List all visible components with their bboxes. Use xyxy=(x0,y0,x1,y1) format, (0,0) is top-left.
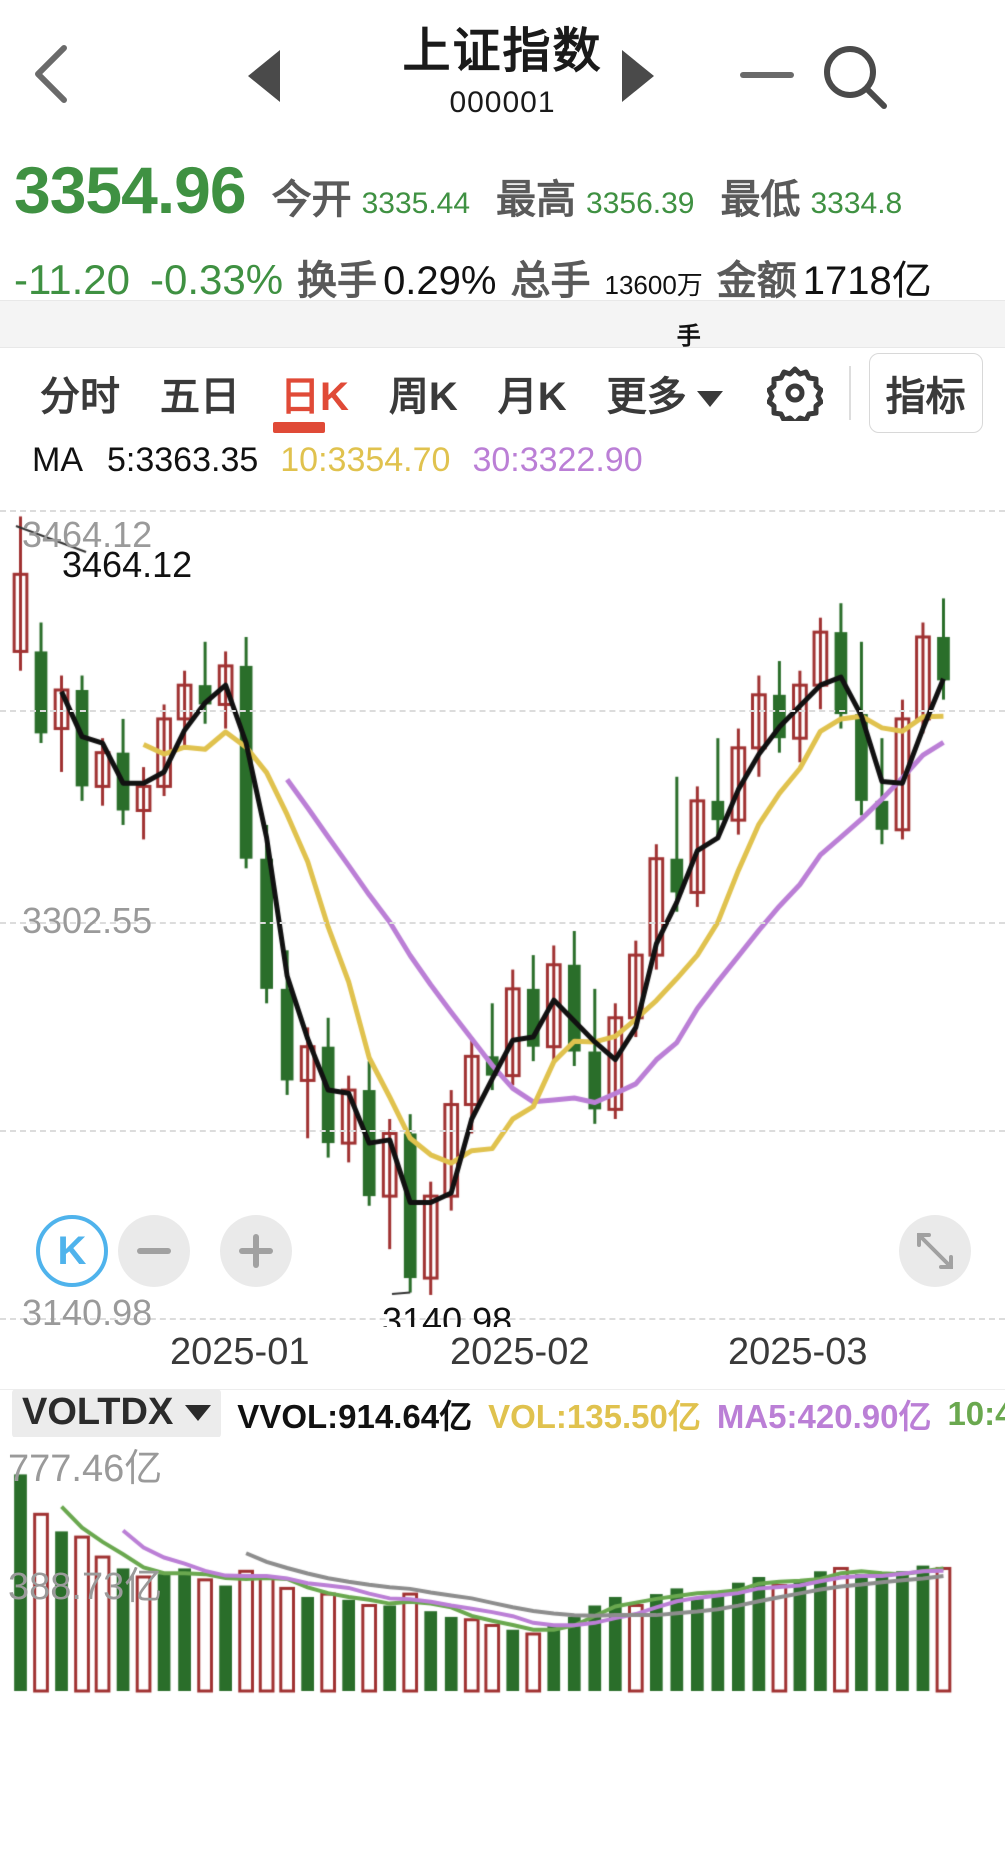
minus-icon[interactable] xyxy=(740,72,794,78)
previous-stock-button[interactable] xyxy=(248,50,296,102)
amount-value: 1718亿 xyxy=(802,259,932,303)
price-change: -11.20 xyxy=(14,256,130,303)
candlestick-canvas[interactable] xyxy=(0,482,1005,1327)
tab-wuri[interactable]: 五日 xyxy=(160,375,240,419)
search-icon xyxy=(824,46,887,109)
triangle-left-icon xyxy=(248,50,280,102)
chevron-left-icon xyxy=(35,45,67,103)
gridline-top xyxy=(0,510,1005,512)
low-callout: 3140.98 xyxy=(382,1300,513,1327)
ma-legend-key: MA xyxy=(32,440,83,479)
quote-panel: 3354.96 今开 3335.44 最高 3356.39 最低 3334.8 … xyxy=(0,148,1005,350)
chevron-down-icon xyxy=(185,1404,212,1421)
ma10-value: 10:3354.70 xyxy=(280,440,451,479)
tab-more[interactable]: 更多 xyxy=(607,364,723,422)
voltdx-name: VOLTDX xyxy=(22,1391,174,1433)
gridline-mid xyxy=(0,922,1005,924)
gear-icon xyxy=(766,366,823,421)
toolbar-divider xyxy=(848,366,851,420)
zoom-out-button[interactable] xyxy=(118,1215,190,1287)
voltdx-selector[interactable]: VOLTDX xyxy=(12,1389,222,1438)
triangle-right-icon xyxy=(622,50,654,102)
tab-weekly-k[interactable]: 周K xyxy=(388,375,458,419)
date-label-3: 2025-03 xyxy=(728,1331,868,1373)
tab-monthly-k[interactable]: 月K xyxy=(497,375,567,419)
settings-button[interactable] xyxy=(766,365,823,421)
low-label: 最低 xyxy=(720,178,801,222)
y-axis-label-top: 3464.12 xyxy=(22,514,153,555)
ma30-value: 30:3322.90 xyxy=(472,440,643,479)
volume-axis-bottom: 388.73亿 xyxy=(8,1566,163,1608)
high-value: 3356.39 xyxy=(586,187,695,220)
volume-label: 总手 xyxy=(510,259,591,303)
gridline-4 xyxy=(0,1130,1005,1132)
chevron-down-icon xyxy=(696,391,723,408)
search-button[interactable] xyxy=(820,42,888,110)
k-toggle-button[interactable]: K xyxy=(36,1215,108,1287)
y-axis-label-mid: 3302.55 xyxy=(22,900,153,941)
page-title: 上证指数 xyxy=(402,25,603,78)
zoom-out-icon xyxy=(137,1248,171,1254)
volume-chart[interactable]: 777.46亿 388.73亿 xyxy=(0,1437,1005,1695)
gridline-bottom xyxy=(0,1318,1005,1320)
y-axis-label-bottom: 3140.98 xyxy=(22,1292,153,1327)
turnover-label: 换手 xyxy=(297,259,378,303)
open-value: 3335.44 xyxy=(361,187,471,220)
turnover-value: 0.29% xyxy=(383,259,497,303)
date-axis: 2025-01 2025-02 2025-03 xyxy=(0,1327,1005,1389)
chart-period-tabbar: 分时 五日 日K 周K 月K 更多 指标 xyxy=(0,348,1005,438)
top-navigation-bar: 上证指数 000001 xyxy=(0,0,1005,148)
quote-row-primary: 3354.96 今开 3335.44 最高 3356.39 最低 3334.8 xyxy=(14,152,902,228)
zoom-in-button[interactable] xyxy=(220,1215,292,1287)
zoom-in-icon-vertical xyxy=(253,1234,259,1268)
gridline-2 xyxy=(0,710,1005,712)
price-change-pct: -0.33% xyxy=(149,256,284,303)
low-value: 3334.8 xyxy=(810,187,903,220)
voltdx-vvol: VVOL:914.64亿 xyxy=(237,1397,473,1435)
section-divider xyxy=(0,300,1005,348)
high-label: 最高 xyxy=(496,178,577,222)
volume-value: 13600万 xyxy=(604,270,703,300)
date-label-2: 2025-02 xyxy=(450,1331,590,1373)
voltdx-ma5: MA5:420.90亿 xyxy=(716,1397,932,1435)
tab-fenshi[interactable]: 分时 xyxy=(40,375,120,419)
quote-row-secondary: -11.20 -0.33% 换手 0.29% 总手 13600万 手 金额 17… xyxy=(14,248,932,350)
volume-unit-sub: 手 xyxy=(676,323,701,350)
expand-button[interactable] xyxy=(899,1215,971,1287)
amount-label: 金额 xyxy=(716,259,797,303)
date-label-1: 2025-01 xyxy=(170,1331,310,1373)
high-callout: 3464.12 xyxy=(62,544,193,585)
tab-more-label: 更多 xyxy=(606,375,687,419)
volume-canvas[interactable] xyxy=(0,1437,1005,1695)
back-button[interactable] xyxy=(30,42,76,106)
next-stock-button[interactable] xyxy=(622,50,670,102)
ma-legend: MA 5:3363.35 10:3354.70 30:3322.90 xyxy=(0,422,1005,482)
tab-daily-k[interactable]: 日K xyxy=(280,375,349,419)
indicator-button[interactable]: 指标 xyxy=(868,353,983,433)
voltdx-vol: VOL:135.50亿 xyxy=(488,1397,701,1435)
k-toggle-label: K xyxy=(57,1228,87,1273)
voltdx-ma10: 10:473.5 xyxy=(947,1394,1005,1432)
ma5-value: 5:3363.35 xyxy=(107,440,259,479)
last-price: 3354.96 xyxy=(14,153,247,227)
voltdx-legend[interactable]: VOLTDX VVOL:914.64亿 VOL:135.50亿 MA5:420.… xyxy=(0,1389,1005,1438)
active-tab-underline xyxy=(273,422,325,433)
price-chart[interactable]: 3464.12 3302.55 3140.98 3464.12 3140.98 … xyxy=(0,482,1005,1327)
volume-axis-top: 777.46亿 xyxy=(8,1448,163,1490)
open-label: 今开 xyxy=(271,178,352,222)
expand-icon xyxy=(917,1233,953,1269)
